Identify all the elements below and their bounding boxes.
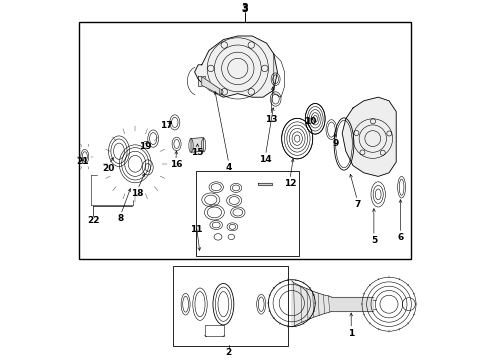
Bar <box>79 22 411 259</box>
Polygon shape <box>258 183 272 185</box>
Bar <box>205 325 224 336</box>
Text: 13: 13 <box>265 115 277 124</box>
Polygon shape <box>198 76 205 86</box>
Text: 14: 14 <box>259 155 272 164</box>
Polygon shape <box>202 77 220 95</box>
Polygon shape <box>191 138 204 152</box>
Text: 22: 22 <box>87 216 99 225</box>
Polygon shape <box>195 36 277 97</box>
Text: 4: 4 <box>225 163 232 172</box>
Text: 15: 15 <box>191 148 204 157</box>
Text: 16: 16 <box>170 161 182 169</box>
Text: 7: 7 <box>354 200 361 209</box>
Text: 5: 5 <box>371 236 377 245</box>
Text: 19: 19 <box>139 143 151 152</box>
Text: 12: 12 <box>284 179 296 188</box>
Text: 8: 8 <box>118 214 124 223</box>
Text: 10: 10 <box>304 117 317 126</box>
Text: 3: 3 <box>242 4 248 14</box>
Text: 11: 11 <box>190 225 203 234</box>
Polygon shape <box>331 297 373 311</box>
Text: 20: 20 <box>103 164 115 173</box>
Polygon shape <box>292 281 331 327</box>
Polygon shape <box>342 97 396 176</box>
Text: 3: 3 <box>242 3 248 13</box>
Text: 2: 2 <box>226 348 232 356</box>
Bar <box>173 266 288 346</box>
Text: 1: 1 <box>348 328 354 338</box>
Text: 9: 9 <box>333 139 339 148</box>
Text: 21: 21 <box>76 157 89 166</box>
Text: 17: 17 <box>160 121 173 130</box>
Bar <box>196 171 299 256</box>
Text: 18: 18 <box>131 189 144 198</box>
Text: 6: 6 <box>397 233 404 242</box>
